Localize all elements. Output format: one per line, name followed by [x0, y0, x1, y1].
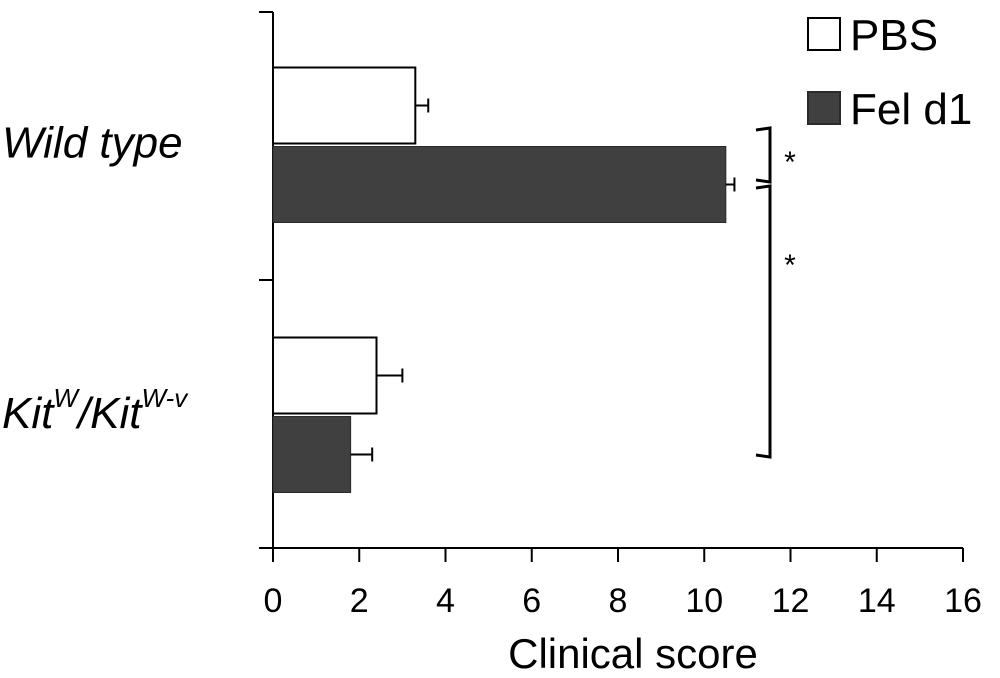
legend-swatch	[807, 91, 841, 125]
x-tick-label: 16	[944, 582, 982, 620]
category-label-part: /Kit	[75, 389, 143, 438]
x-tick-label: 2	[350, 582, 369, 620]
significance-bracket	[755, 184, 772, 459]
significance-label: *	[784, 249, 796, 282]
annotations: **	[755, 126, 796, 459]
significance-bracket	[755, 126, 772, 184]
x-axis-title: Clinical score	[508, 630, 758, 677]
x-tick-label: 14	[858, 582, 896, 620]
x-tick-label: 0	[264, 582, 283, 620]
bar-pbs	[272, 66, 417, 145]
bar-fel-d1	[272, 146, 727, 223]
category-label: Wild type	[2, 119, 183, 168]
legend-label: PBS	[850, 11, 938, 60]
x-tick-label: 4	[436, 582, 455, 620]
category-label-part: W-v	[141, 383, 189, 413]
x-tick-label: 10	[685, 582, 723, 620]
significance-label: *	[784, 146, 796, 179]
category-label-part: W	[53, 383, 80, 413]
legend: PBS Fel d1	[807, 11, 972, 134]
x-tick-label: 12	[772, 582, 810, 620]
x-tick-label: 6	[522, 582, 541, 620]
category-label: KitW/KitW-v	[2, 383, 189, 438]
x-tick-label: 8	[609, 582, 628, 620]
bar-pbs	[272, 336, 378, 415]
legend-swatch	[807, 17, 841, 51]
legend-label: Fel d1	[850, 85, 972, 134]
bars	[272, 66, 736, 493]
category-label-part: Kit	[2, 389, 55, 438]
bar-fel-d1	[272, 416, 352, 493]
